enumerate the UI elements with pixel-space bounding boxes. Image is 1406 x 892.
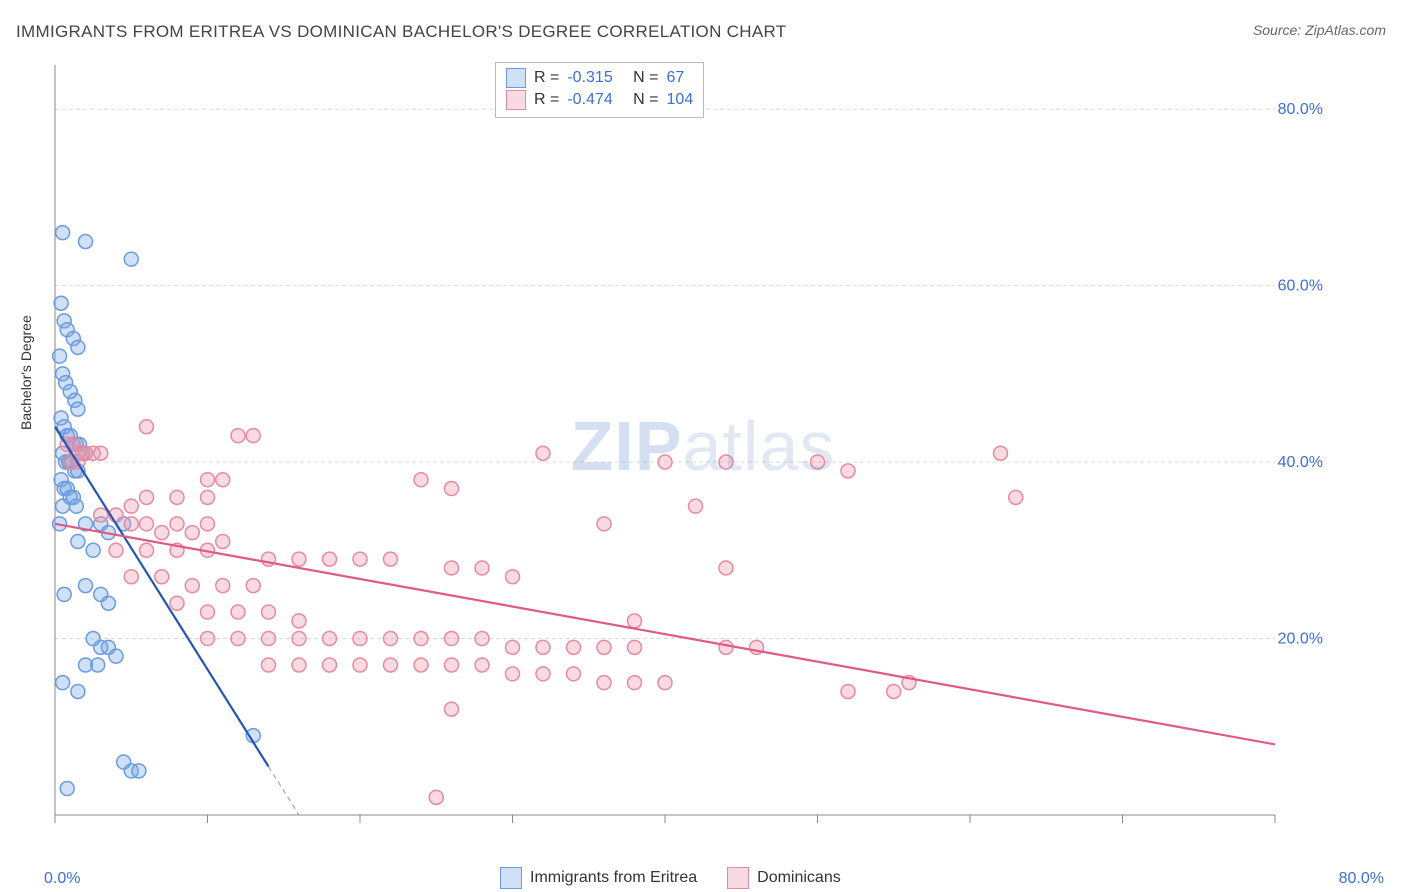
legend-swatch: [727, 867, 749, 889]
stats-swatch: [506, 90, 526, 110]
x-axis-min-label: 0.0%: [44, 870, 80, 888]
x-axis-max-label: 80.0%: [1339, 870, 1384, 888]
stats-row: R = -0.474 N = 104: [506, 89, 693, 111]
stats-row: R = -0.315 N = 67: [506, 67, 693, 89]
stats-n-value: 67: [667, 69, 685, 87]
svg-text:20.0%: 20.0%: [1278, 631, 1323, 648]
stats-n-label: N =: [633, 91, 658, 109]
stats-n-label: N =: [633, 69, 658, 87]
stats-swatch: [506, 68, 526, 88]
svg-text:60.0%: 60.0%: [1278, 278, 1323, 295]
source-attribution: Source: ZipAtlas.com: [1253, 22, 1386, 38]
correlation-stats-box: R = -0.315 N = 67 R = -0.474 N = 104: [495, 62, 704, 118]
legend-swatch: [500, 867, 522, 889]
stats-r-label: R =: [534, 91, 559, 109]
y-axis-label: Bachelor's Degree: [18, 315, 34, 430]
svg-text:40.0%: 40.0%: [1278, 454, 1323, 471]
svg-text:80.0%: 80.0%: [1278, 101, 1323, 118]
chart-title: IMMIGRANTS FROM ERITREA VS DOMINICAN BAC…: [16, 22, 786, 42]
scatter-plot: 20.0% 40.0% 60.0% 80.0%: [45, 55, 1335, 845]
legend-label: Immigrants from Eritrea: [530, 869, 697, 887]
legend-label: Dominicans: [757, 869, 841, 887]
stats-r-label: R =: [534, 69, 559, 87]
stats-n-value: 104: [667, 91, 694, 109]
legend-item: Immigrants from Eritrea: [500, 867, 697, 889]
legend: Immigrants from Eritrea Dominicans: [500, 867, 841, 889]
stats-r-value: -0.474: [567, 91, 612, 109]
legend-item: Dominicans: [727, 867, 841, 889]
stats-r-value: -0.315: [567, 69, 612, 87]
